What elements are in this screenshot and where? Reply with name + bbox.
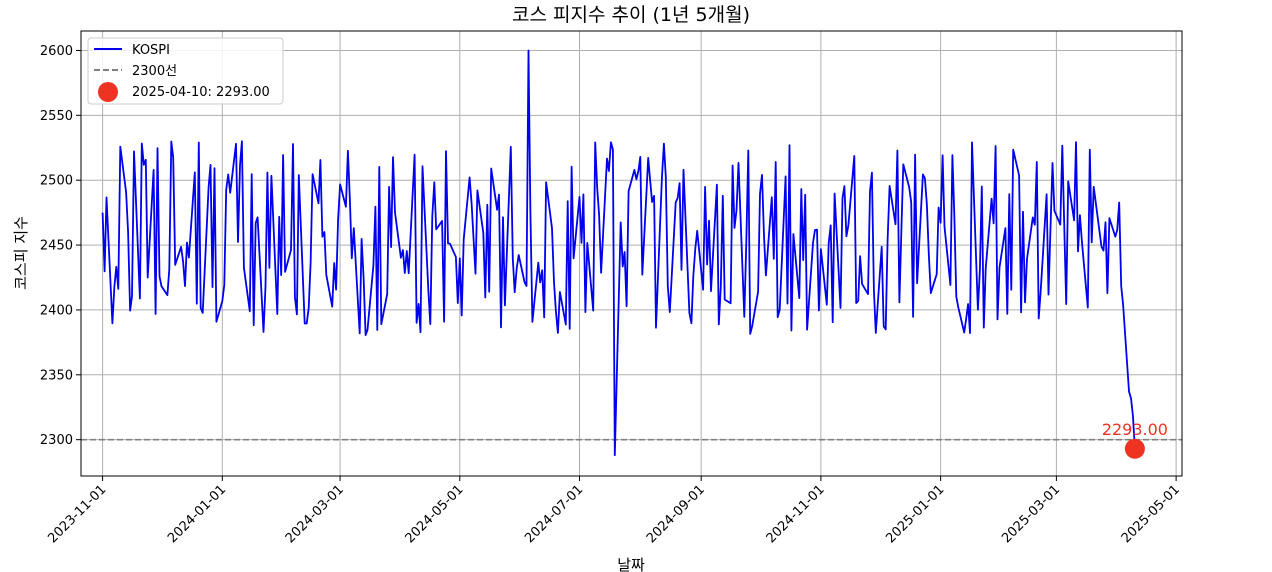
- legend-kospi-label: KOSPI: [132, 43, 170, 58]
- y-tick-label: 2600: [40, 44, 73, 59]
- x-tick-label: 2024-03-01: [283, 482, 347, 546]
- x-tick-label: 2024-09-01: [644, 482, 708, 546]
- x-tick-label: 2024-05-01: [403, 482, 467, 546]
- x-tick-label: 2025-03-01: [999, 482, 1063, 546]
- legend-reference-label: 2300선: [132, 64, 177, 79]
- chart-title: 코스 피지수 추이 (1년 5개월): [512, 4, 750, 26]
- x-tick-label: 2024-11-01: [764, 482, 828, 546]
- highlight-annotation: 2293.00: [1102, 420, 1168, 439]
- y-axis-title: 코스피 지수: [12, 216, 30, 290]
- y-tick-label: 2300: [40, 433, 73, 448]
- y-tick-label: 2450: [40, 239, 73, 254]
- x-tick-label: 2024-07-01: [522, 482, 586, 546]
- series-group: [101, 49, 1136, 457]
- x-tick-label: 2025-01-01: [883, 482, 947, 546]
- y-tick-label: 2350: [40, 368, 73, 383]
- legend: KOSPI 2300선 2025-04-10: 2293.00: [87, 37, 284, 105]
- x-tick-label: 2024-01-01: [165, 482, 229, 546]
- x-tick-label: 2023-11-01: [45, 482, 109, 546]
- y-tick-label: 2500: [40, 174, 73, 189]
- y-ticks: 2300 2350 2400 2450 2500 2550 2600: [40, 44, 81, 448]
- plot-background: [81, 31, 1182, 476]
- x-tick-label: 2025-05-01: [1119, 482, 1183, 546]
- y-tick-label: 2400: [40, 303, 73, 318]
- legend-highlight-swatch: [98, 82, 118, 102]
- y-tick-label: 2550: [40, 109, 73, 124]
- x-axis-title: 날짜: [617, 556, 645, 572]
- plot-frame: [80, 30, 1183, 477]
- x-ticks: 2023-11-01 2024-01-01 2024-03-01 2024-05-01…: [45, 476, 1183, 546]
- highlight-point: [1124, 438, 1145, 459]
- highlight-group: 2293.00: [1102, 420, 1168, 459]
- series-line-kospi: [101, 49, 1136, 457]
- legend-box: [87, 37, 284, 105]
- legend-highlight-label: 2025-04-10: 2293.00: [132, 85, 270, 100]
